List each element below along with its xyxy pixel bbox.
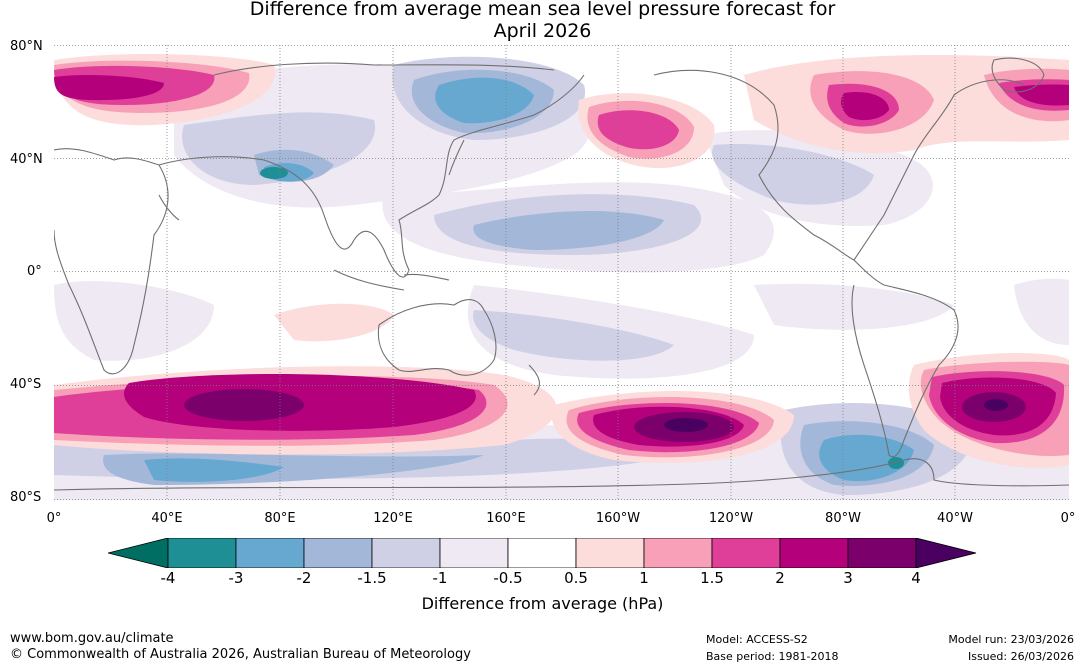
colorbar-tick-label: -1.5	[357, 569, 387, 587]
lon-label-40w: 40°W	[937, 511, 973, 526]
colorbar	[108, 538, 977, 568]
lon-label-80e: 80°E	[264, 511, 296, 526]
footer-copyright: © Commonwealth of Australia 2026, Austra…	[10, 647, 471, 662]
lon-label-120w: 120°W	[708, 511, 754, 526]
lon-label-0: 0°	[46, 511, 62, 526]
lat-label-80n: 80°N	[10, 39, 43, 54]
colorbar-tick-label: -4	[160, 569, 176, 587]
footer-model-run: Model run: 23/03/2026	[948, 633, 1074, 646]
colorbar-tick-label: 1	[639, 569, 649, 587]
colorbar-cell	[575, 538, 645, 568]
colorbar-cell	[235, 538, 305, 568]
lon-label-80w: 80°W	[825, 511, 861, 526]
colorbar-tick-label: -3	[228, 569, 244, 587]
footer-model: Model: ACCESS-S2	[706, 633, 808, 646]
lon-label-160w: 160°W	[595, 511, 641, 526]
lon-label-120e: 120°E	[373, 511, 413, 526]
colorbar-cell	[439, 538, 509, 568]
lat-label-40n: 40°N	[10, 152, 43, 167]
graticule	[54, 45, 1069, 500]
colorbar-cell	[779, 538, 849, 568]
colorbar-cell	[167, 538, 237, 568]
colorbar-tick-label: 1.5	[700, 569, 724, 587]
colorbar-tick-label: 4	[911, 569, 921, 587]
lat-label-80s: 80°S	[10, 490, 42, 505]
footer-issued: Issued: 26/03/2026	[967, 650, 1074, 663]
colorbar-tick-label: 2	[775, 569, 785, 587]
colorbar-arrow-low	[108, 538, 169, 568]
colorbar-tick-label: 3	[843, 569, 853, 587]
lon-label-0-east: 0°	[1060, 511, 1076, 526]
colorbar-cell	[303, 538, 373, 568]
chart-title-line1: Difference from average mean sea level p…	[249, 0, 836, 20]
colorbar-cell	[371, 538, 441, 568]
colorbar-tick-label: -1	[432, 569, 448, 587]
colorbar-cell	[711, 538, 781, 568]
footer-url: www.bom.gov.au/climate	[10, 631, 174, 646]
chart-title-line2: April 2026	[493, 20, 592, 42]
footer-base-period: Base period: 1981-2018	[706, 650, 839, 663]
lat-label-equator: 0°	[27, 264, 42, 279]
colorbar-tick-label: -0.5	[493, 569, 523, 587]
colorbar-tick-label: 0.5	[564, 569, 588, 587]
lat-label-40s: 40°S	[10, 377, 42, 392]
lon-label-40e: 40°E	[151, 511, 183, 526]
colorbar-title: Difference from average (hPa)	[421, 594, 664, 613]
colorbar-cell	[847, 538, 917, 568]
anomaly-map	[54, 45, 1069, 500]
colorbar-arrow-high	[915, 538, 977, 568]
lon-label-160e: 160°E	[486, 511, 526, 526]
colorbar-cell	[507, 538, 577, 568]
colorbar-cell	[643, 538, 713, 568]
anomaly-peak-positive	[664, 399, 1008, 432]
anomaly-extreme-negative	[260, 167, 904, 469]
colorbar-tick-label: -2	[296, 569, 312, 587]
